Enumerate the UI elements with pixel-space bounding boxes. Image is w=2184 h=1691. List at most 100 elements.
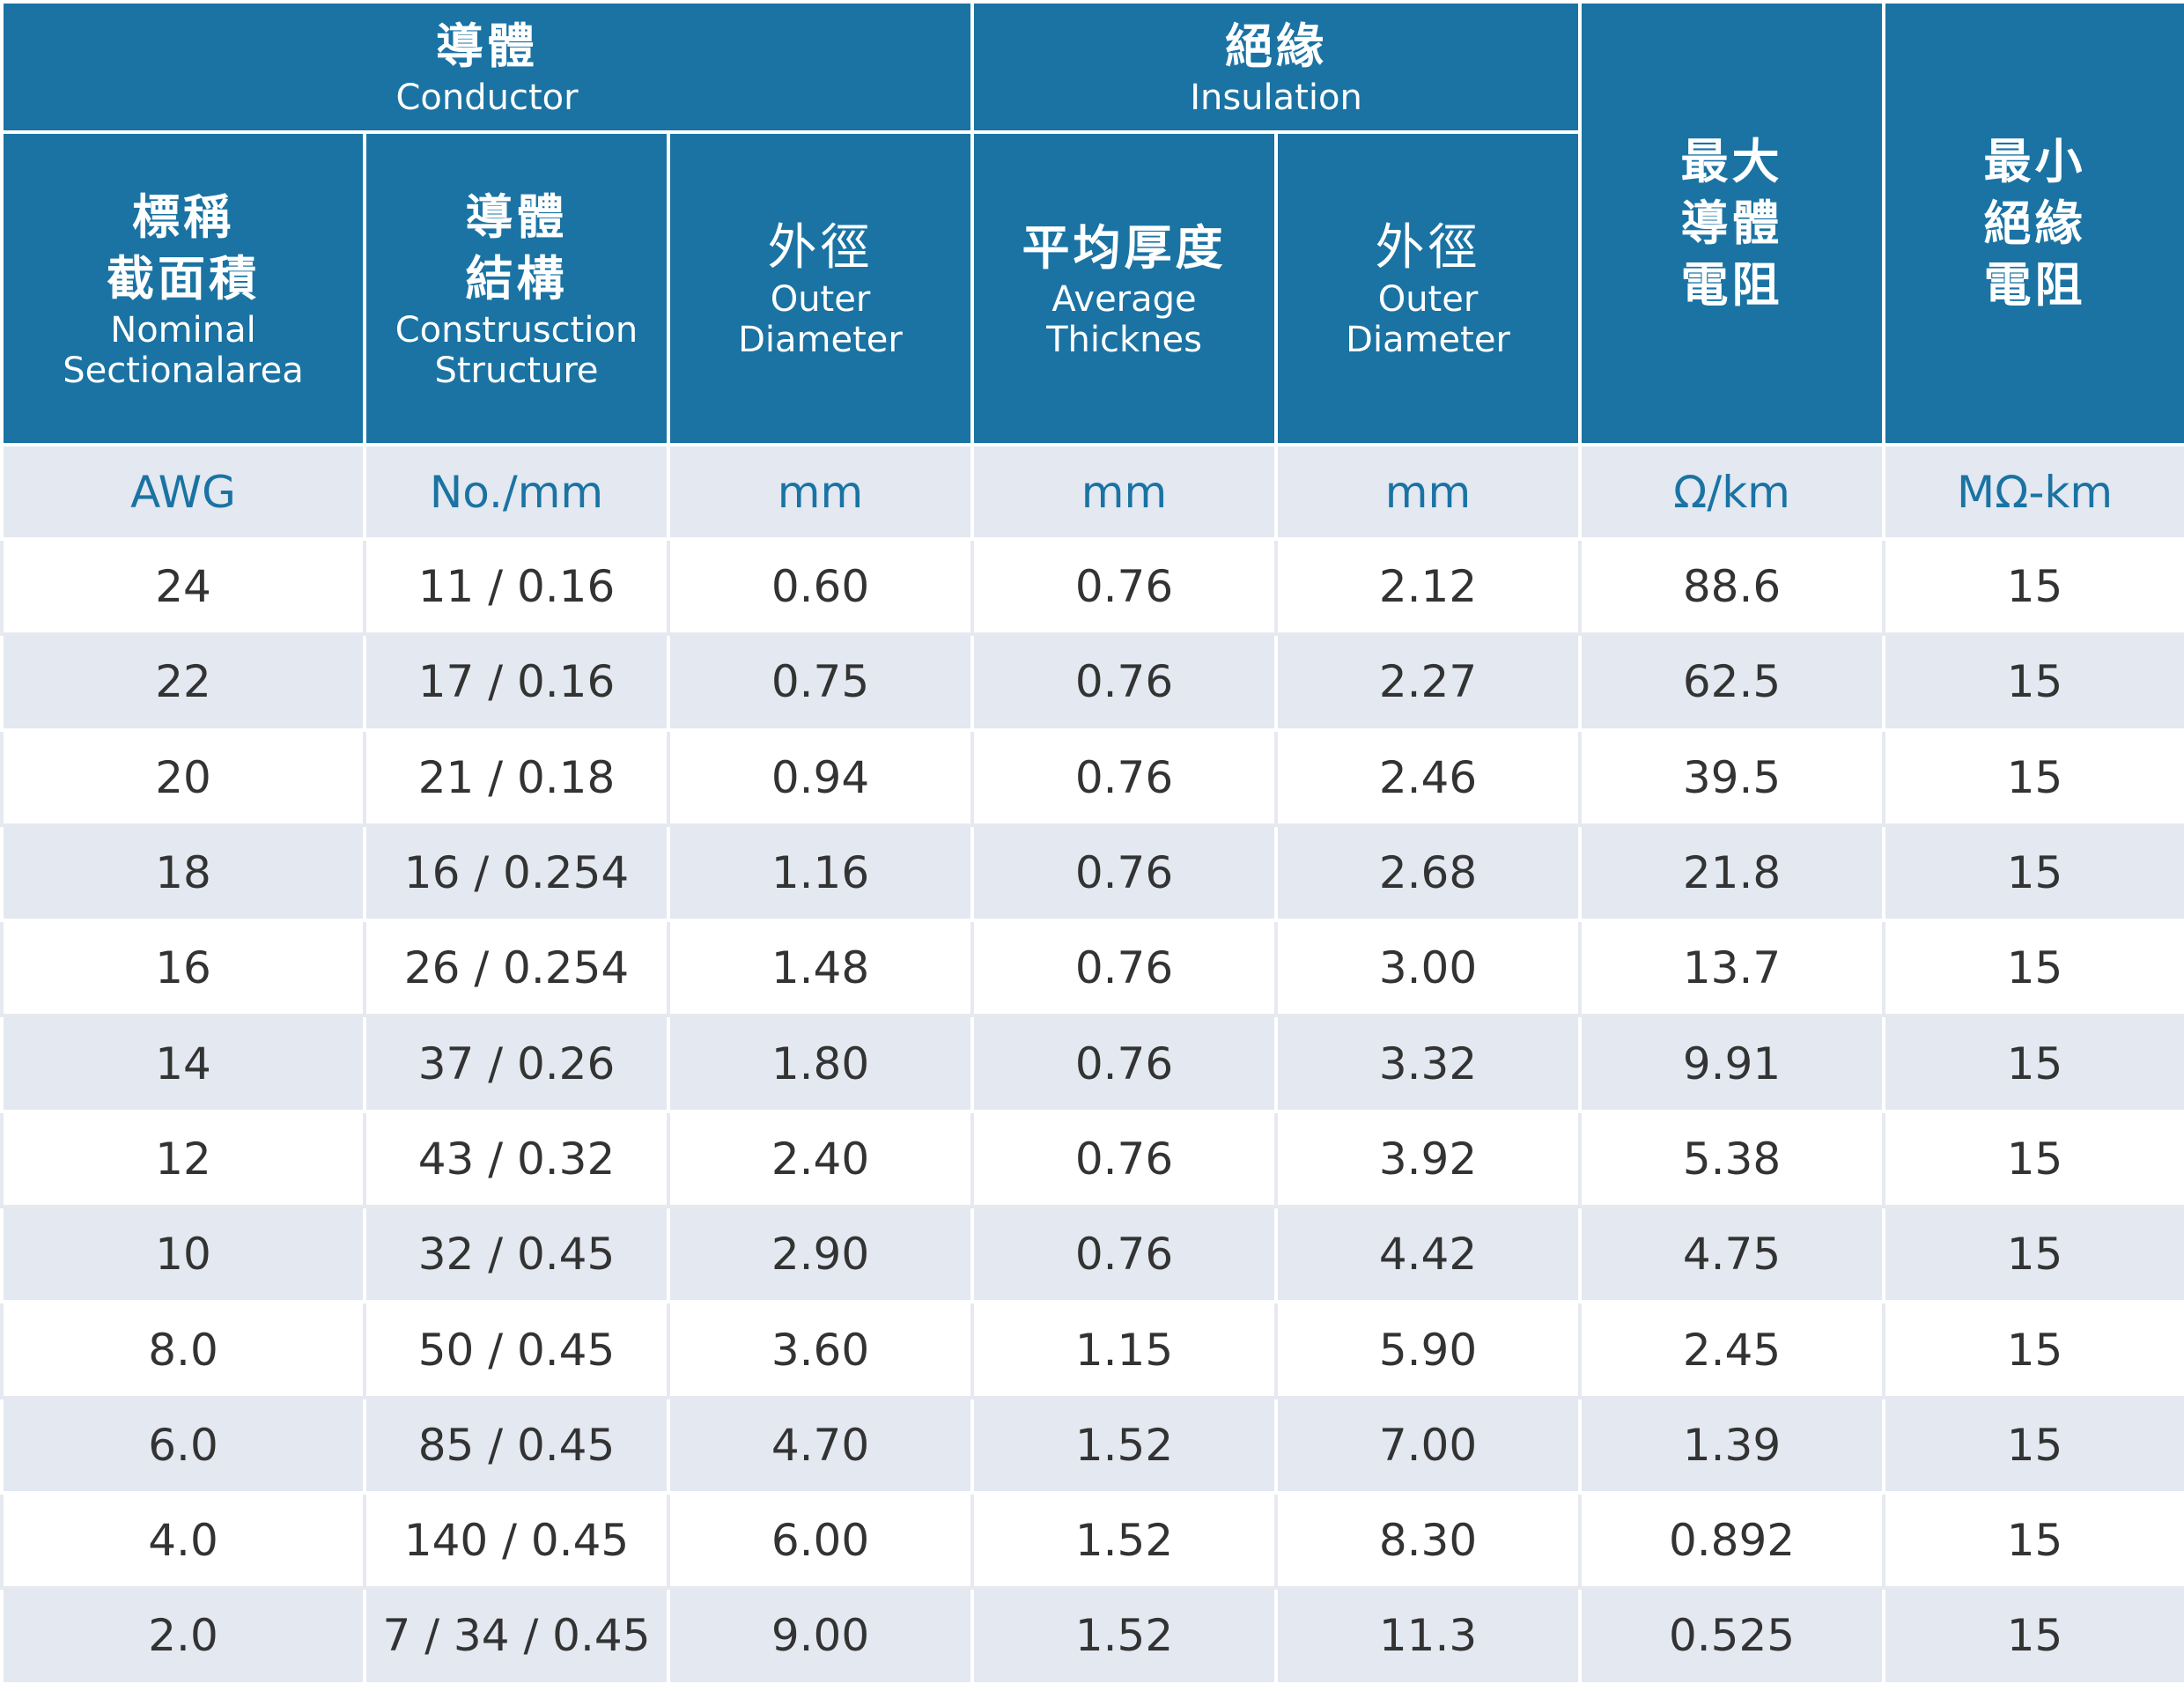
table-cell: 10 [0, 1205, 366, 1304]
table-cell: 11 / 0.16 [363, 536, 670, 637]
table-row: 12 43 / 0.32 2.40 0.76 3.92 5.38 15 [0, 1109, 2184, 1209]
table-cell: 6.0 [0, 1395, 366, 1495]
table-row: 14 37 / 0.26 1.80 0.76 3.32 9.91 15 [0, 1014, 2184, 1113]
header-insulation-outer-en1: Outer [1377, 278, 1479, 320]
unit-cell: mm [666, 443, 975, 541]
table-cell: 1.15 [970, 1300, 1279, 1399]
header-min-insulation-resistance: 最小 絕緣 電阻 [1882, 0, 2184, 447]
table-cell: 2.40 [666, 1109, 975, 1209]
header-nominal-area-en2: Sectionalarea [63, 350, 304, 391]
table-cell: 15 [1882, 1586, 2184, 1686]
unit-cell: MΩ-km [1882, 443, 2184, 541]
table-cell: 0.525 [1578, 1586, 1886, 1686]
table-row: 8.0 50 / 0.45 3.60 1.15 5.90 2.45 15 [0, 1300, 2184, 1399]
table-cell: 1.48 [666, 919, 975, 1018]
table-cell: 1.16 [666, 823, 975, 923]
header-construction-zh1: 導體 [465, 188, 568, 245]
table-header: 導體 Conductor 絕緣 Insulation 最大 導體 電阻 最小 絕… [0, 0, 2184, 447]
table-cell: 2.27 [1274, 632, 1583, 732]
header-max-resistance-line2: 導體 [1680, 195, 1783, 251]
table-cell: 0.892 [1578, 1490, 1886, 1591]
table-cell: 2.0 [0, 1586, 366, 1686]
table-cell: 16 / 0.254 [363, 823, 670, 923]
table-cell: 3.32 [1274, 1014, 1583, 1113]
table-cell: 0.76 [970, 536, 1279, 637]
header-max-resistance: 最大 導體 電阻 [1578, 0, 1886, 447]
table-cell: 17 / 0.16 [363, 632, 670, 732]
header-max-resistance-line3: 電阻 [1680, 256, 1783, 313]
header-insulation: 絕緣 Insulation [970, 0, 1583, 134]
table-cell: 15 [1882, 1109, 2184, 1209]
table-cell: 0.76 [970, 823, 1279, 923]
table-cell: 15 [1882, 919, 2184, 1018]
header-average-thickness: 平均厚度 Average Thicknes [970, 130, 1279, 447]
header-construction-en2: Structure [434, 350, 599, 391]
table-cell: 15 [1882, 1300, 2184, 1399]
header-nominal-area-zh1: 標稱 [132, 188, 234, 245]
header-insulation-zh: 絕緣 [1225, 18, 1328, 74]
table-cell: 0.94 [666, 727, 975, 827]
unit-cell: AWG [0, 443, 366, 541]
header-conductor-outer-en2: Diameter [738, 319, 903, 360]
table-cell: 1.52 [970, 1490, 1279, 1591]
header-construction-en1: Construsction [395, 309, 638, 351]
table-cell: 85 / 0.45 [363, 1395, 670, 1495]
header-nominal-area-en1: Nominal [110, 309, 256, 351]
table-row: 18 16 / 0.254 1.16 0.76 2.68 21.8 15 [0, 823, 2184, 923]
header-average-thickness-en1: Average [1051, 278, 1197, 320]
table-row: 20 21 / 0.18 0.94 0.76 2.46 39.5 15 [0, 727, 2184, 827]
header-nominal-area-zh2: 截面積 [107, 250, 260, 306]
table-cell: 0.75 [666, 632, 975, 732]
table-cell: 4.42 [1274, 1205, 1583, 1304]
table-cell: 4.75 [1578, 1205, 1886, 1304]
table-cell: 7.00 [1274, 1395, 1583, 1495]
table-cell: 15 [1882, 1014, 2184, 1113]
table-cell: 2.45 [1578, 1300, 1886, 1399]
table-cell: 140 / 0.45 [363, 1490, 670, 1591]
table-cell: 11.3 [1274, 1586, 1583, 1686]
table-cell: 18 [0, 823, 366, 923]
table-row: 2.0 7 / 34 / 0.45 9.00 1.52 11.3 0.525 15 [0, 1586, 2184, 1686]
table-cell: 2.68 [1274, 823, 1583, 923]
header-min-ir-line3: 電阻 [1983, 256, 2086, 313]
header-insulation-outer-en2: Diameter [1346, 319, 1510, 360]
header-average-thickness-en2: Thicknes [1046, 319, 1202, 360]
table-cell: 88.6 [1578, 536, 1886, 637]
table-row: 22 17 / 0.16 0.75 0.76 2.27 62.5 15 [0, 632, 2184, 732]
header-construction-zh2: 結構 [465, 250, 568, 306]
table-cell: 2.12 [1274, 536, 1583, 637]
table-cell: 7 / 34 / 0.45 [363, 1586, 670, 1686]
header-min-ir-line2: 絕緣 [1983, 195, 2086, 251]
table-cell: 1.39 [1578, 1395, 1886, 1495]
header-conductor-outer-zh: 外徑 [767, 218, 874, 277]
table-cell: 1.52 [970, 1586, 1279, 1686]
table-cell: 9.91 [1578, 1014, 1886, 1113]
table-cell: 26 / 0.254 [363, 919, 670, 1018]
table-cell: 0.76 [970, 727, 1279, 827]
table-cell: 62.5 [1578, 632, 1886, 732]
header-min-ir-line1: 最小 [1983, 133, 2086, 189]
table-row: 10 32 / 0.45 2.90 0.76 4.42 4.75 15 [0, 1205, 2184, 1304]
header-average-thickness-zh: 平均厚度 [1022, 219, 1227, 276]
header-conductor-outer-en1: Outer [770, 278, 871, 320]
header-construction: 導體 結構 Construsction Structure [363, 130, 670, 447]
table-cell: 9.00 [666, 1586, 975, 1686]
table-cell: 0.76 [970, 1205, 1279, 1304]
table-cell: 1.52 [970, 1395, 1279, 1495]
table-row: 4.0 140 / 0.45 6.00 1.52 8.30 0.892 15 [0, 1490, 2184, 1591]
header-insulation-outer-diameter: 外徑 Outer Diameter [1274, 130, 1583, 447]
table-body: AWG No./mm mm mm mm Ω/km MΩ-km 24 11 / 0.… [0, 443, 2184, 1686]
table-cell: 0.60 [666, 536, 975, 637]
table-cell: 22 [0, 632, 366, 732]
table-cell: 0.76 [970, 919, 1279, 1018]
table-cell: 12 [0, 1109, 366, 1209]
table-cell: 21.8 [1578, 823, 1886, 923]
table-cell: 37 / 0.26 [363, 1014, 670, 1113]
table-cell: 15 [1882, 1205, 2184, 1304]
header-insulation-outer-zh: 外徑 [1375, 218, 1481, 277]
unit-cell: Ω/km [1578, 443, 1886, 541]
table-cell: 2.90 [666, 1205, 975, 1304]
table-cell: 14 [0, 1014, 366, 1113]
table-cell: 24 [0, 536, 366, 637]
table-cell: 5.90 [1274, 1300, 1583, 1399]
